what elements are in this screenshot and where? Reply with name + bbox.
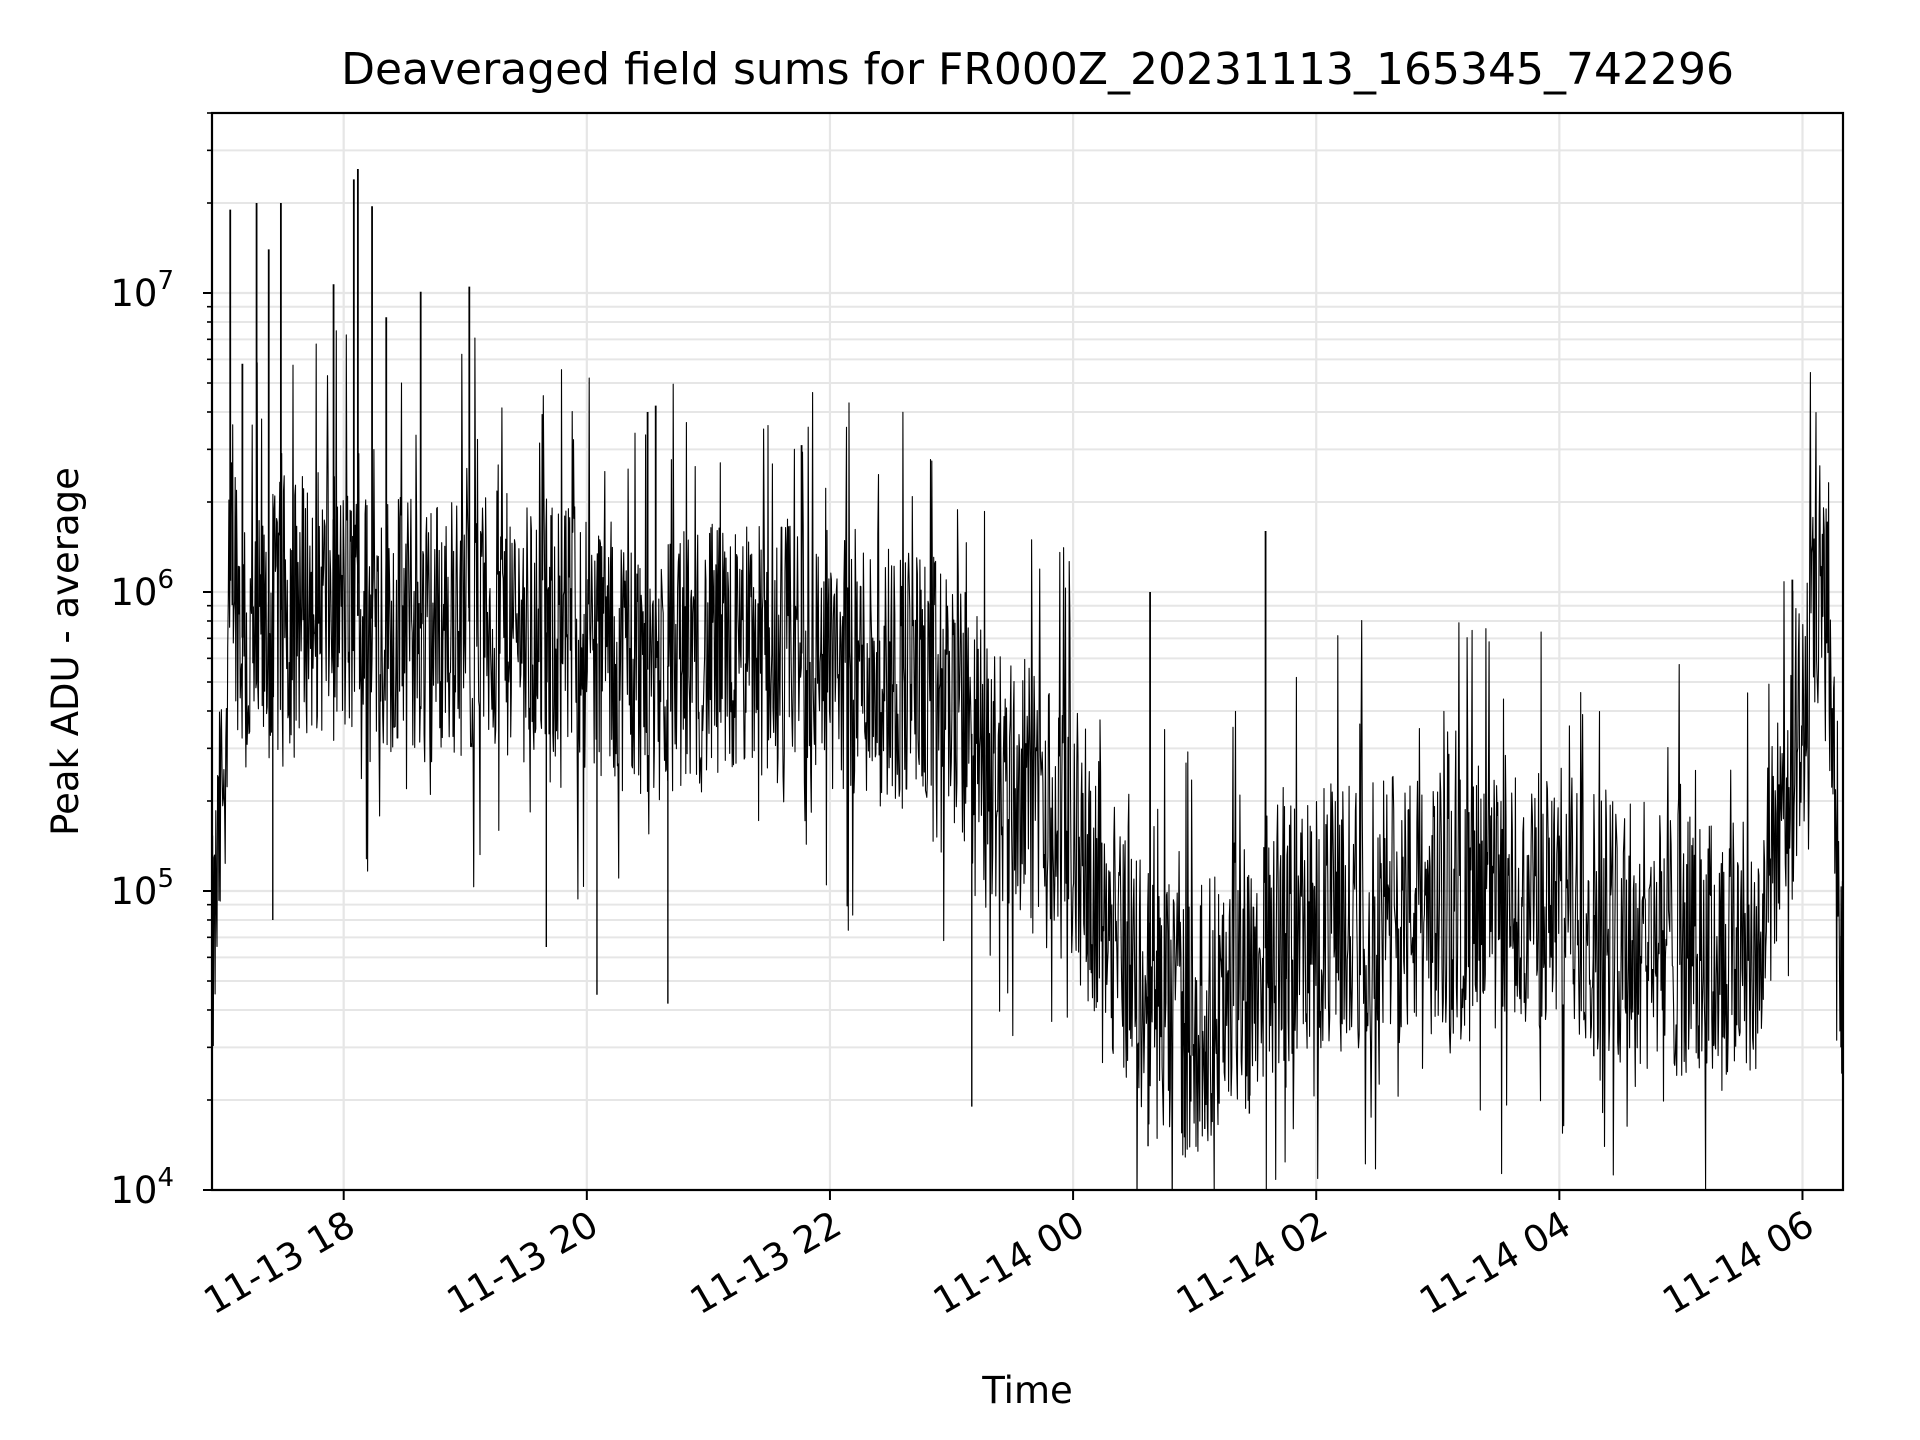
y-tick-label: 105 — [110, 864, 174, 913]
y-tick-label: 107 — [110, 266, 174, 315]
y-tick-base: 10 — [110, 571, 157, 614]
plot-frame — [210, 111, 1845, 1192]
y-tick-exponent: 4 — [157, 1163, 174, 1193]
y-tick-label: 106 — [110, 565, 174, 614]
grid — [212, 112, 1843, 1192]
x-axis-label: Time — [981, 1369, 1073, 1412]
y-tick-exponent: 5 — [157, 864, 174, 894]
y-tick-base: 10 — [110, 272, 157, 315]
y-tick-exponent: 6 — [157, 565, 174, 595]
y-tick-exponent: 7 — [157, 266, 174, 296]
data-series — [212, 168, 1843, 1190]
y-tick-base: 10 — [110, 870, 157, 913]
y-axis-label: Peak ADU - average — [44, 467, 87, 836]
y-tick-base: 10 — [110, 1169, 157, 1212]
y-tick-label: 104 — [110, 1163, 174, 1212]
series-line — [212, 330, 1843, 1190]
chart-title: Deaveraged field sums for FR000Z_2023111… — [341, 44, 1734, 95]
